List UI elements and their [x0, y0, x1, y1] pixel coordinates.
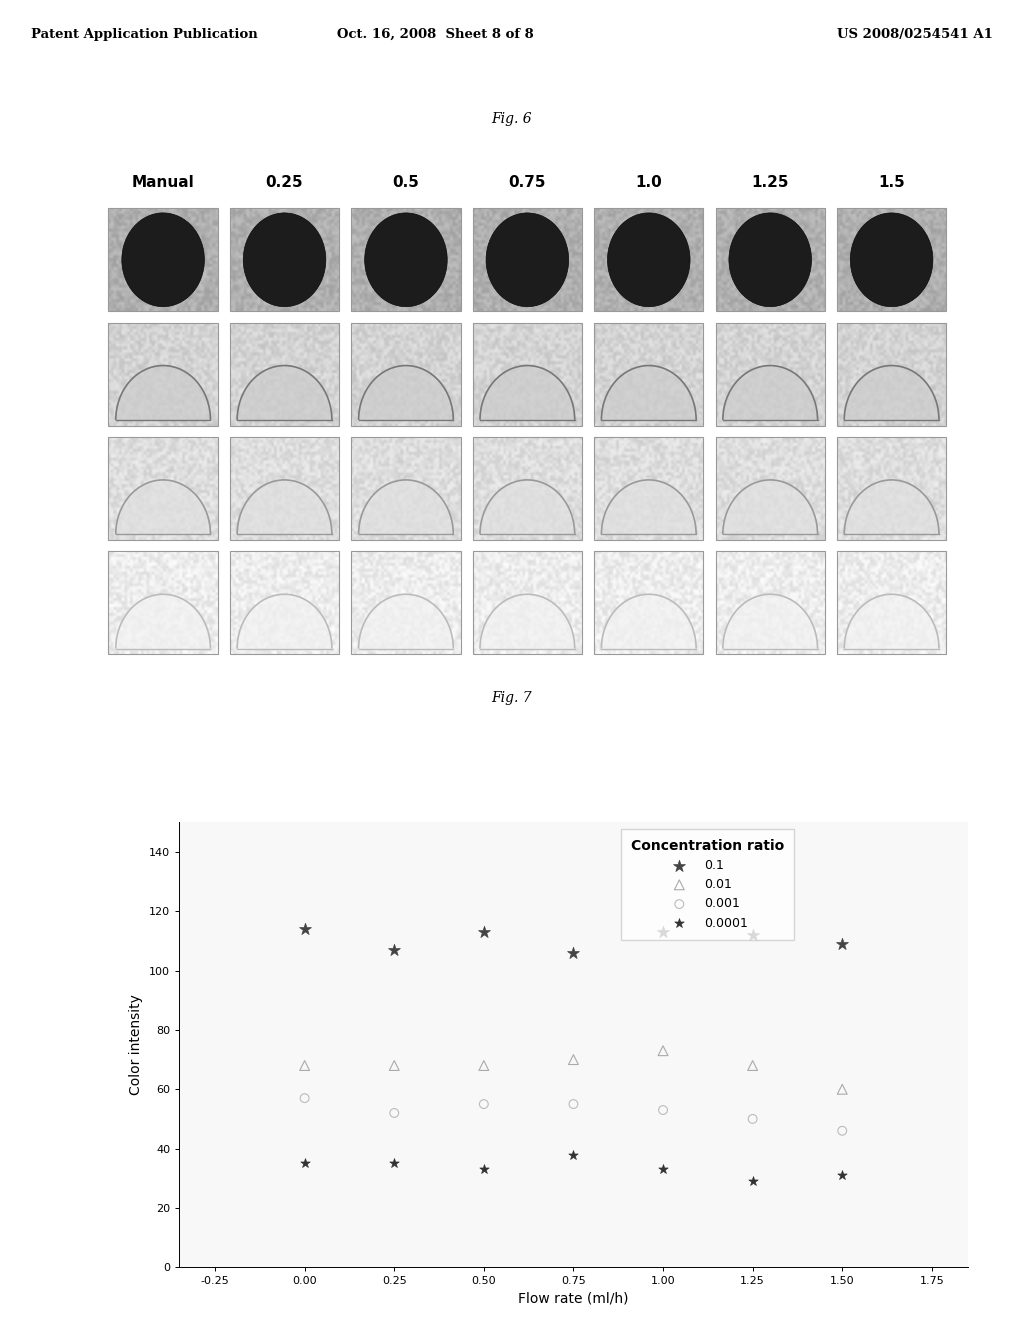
- Polygon shape: [238, 366, 332, 420]
- Bar: [351, 437, 461, 540]
- Polygon shape: [723, 594, 817, 648]
- Bar: [716, 322, 825, 425]
- Bar: [594, 437, 703, 540]
- Bar: [230, 552, 339, 655]
- 0.0001: [386, 1152, 402, 1173]
- Polygon shape: [238, 594, 332, 648]
- Polygon shape: [358, 480, 454, 535]
- 0.1: [565, 942, 582, 964]
- Ellipse shape: [122, 213, 205, 306]
- 0.1: [744, 924, 761, 945]
- Text: 0.5: 0.5: [392, 174, 420, 190]
- 0.001: [386, 1102, 402, 1123]
- 0.001: [475, 1093, 492, 1114]
- Bar: [230, 322, 339, 425]
- Bar: [837, 437, 946, 540]
- Polygon shape: [601, 480, 696, 535]
- Polygon shape: [116, 366, 211, 420]
- 0.0001: [297, 1152, 313, 1173]
- Ellipse shape: [244, 213, 326, 306]
- Text: 1.0: 1.0: [636, 174, 663, 190]
- Polygon shape: [116, 594, 211, 648]
- Polygon shape: [844, 594, 939, 648]
- Bar: [837, 209, 946, 312]
- Polygon shape: [358, 594, 454, 648]
- Text: 0.75: 0.75: [509, 174, 546, 190]
- Polygon shape: [358, 366, 454, 420]
- Ellipse shape: [486, 213, 568, 306]
- Bar: [473, 322, 582, 425]
- Polygon shape: [844, 480, 939, 535]
- 0.0001: [565, 1144, 582, 1166]
- Text: 1.5: 1.5: [879, 174, 905, 190]
- 0.01: [475, 1055, 492, 1076]
- 0.001: [297, 1088, 313, 1109]
- Bar: [837, 322, 946, 425]
- Bar: [473, 437, 582, 540]
- Polygon shape: [723, 480, 817, 535]
- 0.001: [655, 1100, 672, 1121]
- Bar: [109, 437, 218, 540]
- Polygon shape: [116, 480, 211, 535]
- Text: Oct. 16, 2008  Sheet 8 of 8: Oct. 16, 2008 Sheet 8 of 8: [337, 28, 534, 41]
- Text: US 2008/0254541 A1: US 2008/0254541 A1: [838, 28, 993, 41]
- 0.001: [565, 1093, 582, 1114]
- Bar: [230, 437, 339, 540]
- 0.01: [655, 1040, 672, 1061]
- Polygon shape: [844, 366, 939, 420]
- Bar: [351, 209, 461, 312]
- 0.0001: [475, 1159, 492, 1180]
- 0.1: [655, 921, 672, 942]
- Bar: [716, 437, 825, 540]
- Bar: [230, 209, 339, 312]
- Bar: [109, 552, 218, 655]
- Ellipse shape: [729, 213, 811, 306]
- 0.0001: [655, 1159, 672, 1180]
- 0.0001: [834, 1164, 850, 1185]
- Bar: [594, 322, 703, 425]
- 0.1: [297, 919, 313, 940]
- Bar: [109, 209, 218, 312]
- 0.01: [565, 1049, 582, 1071]
- Text: Fig. 7: Fig. 7: [492, 692, 532, 705]
- Legend: 0.1, 0.01, 0.001, 0.0001: 0.1, 0.01, 0.001, 0.0001: [621, 829, 794, 940]
- Polygon shape: [723, 366, 817, 420]
- Text: Patent Application Publication: Patent Application Publication: [31, 28, 257, 41]
- Polygon shape: [238, 480, 332, 535]
- Bar: [594, 552, 703, 655]
- 0.01: [297, 1055, 313, 1076]
- Ellipse shape: [850, 213, 933, 306]
- Text: 0.25: 0.25: [265, 174, 303, 190]
- Polygon shape: [480, 366, 574, 420]
- Bar: [473, 552, 582, 655]
- Ellipse shape: [607, 213, 690, 306]
- 0.001: [834, 1121, 850, 1142]
- Bar: [837, 552, 946, 655]
- Bar: [716, 209, 825, 312]
- Ellipse shape: [365, 213, 447, 306]
- Bar: [109, 322, 218, 425]
- Text: Manual: Manual: [132, 174, 195, 190]
- 0.01: [386, 1055, 402, 1076]
- Text: Fig. 6: Fig. 6: [492, 112, 532, 125]
- Bar: [351, 322, 461, 425]
- 0.01: [834, 1078, 850, 1100]
- Bar: [716, 552, 825, 655]
- 0.01: [744, 1055, 761, 1076]
- 0.1: [475, 921, 492, 942]
- Bar: [594, 209, 703, 312]
- 0.0001: [744, 1171, 761, 1192]
- 0.1: [834, 933, 850, 954]
- Polygon shape: [601, 594, 696, 648]
- Text: 1.25: 1.25: [752, 174, 788, 190]
- 0.1: [386, 940, 402, 961]
- 0.001: [744, 1109, 761, 1130]
- Bar: [473, 209, 582, 312]
- Polygon shape: [480, 594, 574, 648]
- Polygon shape: [480, 480, 574, 535]
- Y-axis label: Color intensity: Color intensity: [129, 994, 143, 1096]
- Polygon shape: [601, 366, 696, 420]
- Bar: [351, 552, 461, 655]
- X-axis label: Flow rate (ml/h): Flow rate (ml/h): [518, 1292, 629, 1305]
